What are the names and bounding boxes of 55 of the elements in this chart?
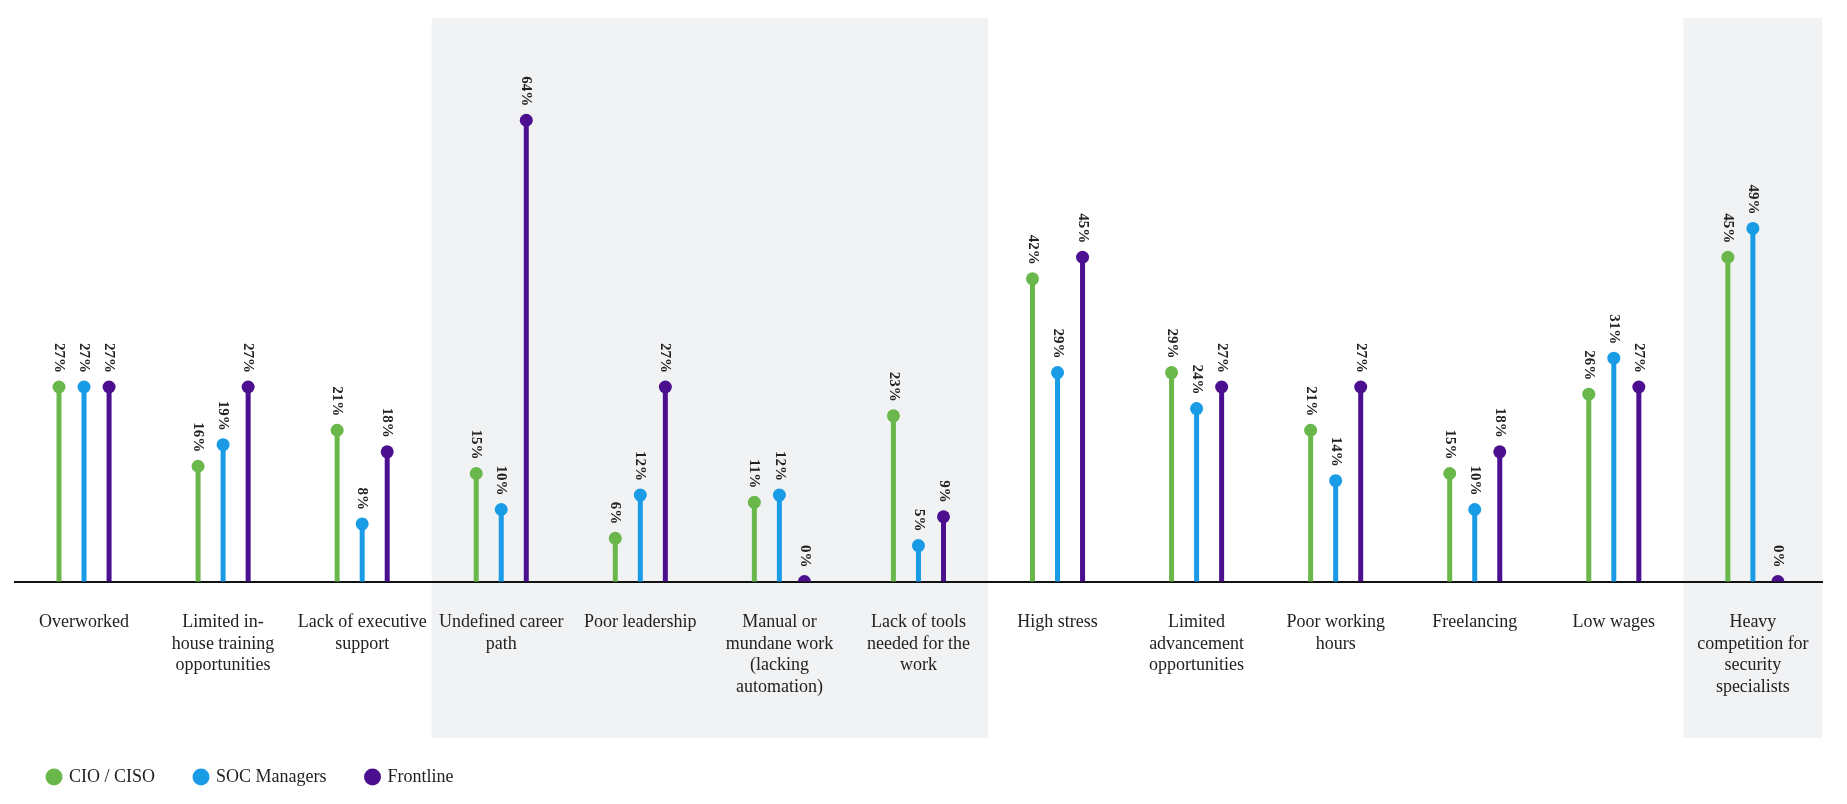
data-label: 23%	[886, 371, 903, 402]
x-tick-label: Lack of executive support	[297, 611, 427, 653]
data-label: 18%	[1492, 407, 1509, 438]
data-label: 9%	[936, 480, 953, 503]
data-label: 21%	[1303, 386, 1320, 417]
data-label: 27%	[1631, 342, 1648, 373]
data-label: 18%	[380, 407, 397, 438]
data-label: 14%	[1328, 436, 1345, 467]
data-label: 45%	[1075, 213, 1092, 244]
x-tick-label: Low wages	[1572, 611, 1656, 632]
data-label: 12%	[772, 451, 789, 482]
data-label: 27%	[658, 342, 675, 373]
data-label: 45%	[1720, 213, 1737, 244]
data-label: 27%	[77, 342, 94, 373]
data-label: 15%	[469, 429, 486, 460]
data-label: 21%	[330, 386, 347, 417]
data-label: 11%	[747, 459, 764, 489]
x-tick-label: Poor working hours	[1286, 611, 1385, 653]
x-tick-label: Limited advancement opportunities	[1149, 611, 1245, 675]
data-label: 15%	[1442, 429, 1459, 460]
legend-label: SOC Managers	[216, 765, 327, 786]
data-label: 16%	[191, 422, 208, 453]
data-label: 42%	[1025, 234, 1042, 265]
data-label: 8%	[355, 487, 372, 510]
data-label: 19%	[216, 400, 233, 431]
x-tick-label: Overworked	[39, 611, 130, 632]
data-label: 24%	[1189, 364, 1206, 395]
data-label: 26%	[1581, 350, 1598, 381]
data-label: 49%	[1746, 184, 1762, 215]
data-label: 27%	[102, 342, 119, 373]
data-label: 27%	[1353, 342, 1370, 373]
x-tick-label: Undefined career path	[439, 611, 564, 653]
data-label: 12%	[633, 451, 650, 482]
data-label: 5%	[911, 509, 928, 532]
legend-label: Frontline	[387, 765, 454, 786]
data-label: 10%	[1467, 465, 1484, 496]
data-label: 10%	[494, 465, 511, 496]
x-tick-label: Manual or mundane work (lacking automation)	[725, 611, 834, 697]
data-label: 27%	[1214, 342, 1231, 373]
x-tick-label: Limited in-house training opportunities	[171, 611, 275, 675]
data-label: 0%	[797, 545, 814, 568]
data-label: 64%	[519, 76, 536, 107]
x-tick-label: Lack of tools needed for the work	[866, 611, 970, 675]
data-label: 27%	[241, 342, 258, 373]
data-label: 27%	[52, 342, 69, 373]
x-tick-label: High stress	[1017, 611, 1098, 632]
x-tick-label: Poor leadership	[584, 611, 697, 632]
data-label: 6%	[608, 501, 625, 525]
x-tick-label: Freelancing	[1432, 611, 1518, 632]
data-label: 29%	[1050, 328, 1067, 359]
data-label: 29%	[1164, 328, 1181, 359]
legend-label: CIO / CISO	[69, 765, 156, 786]
x-tick-label: Heavy competition for security specialists	[1697, 611, 1809, 696]
data-label: 31%	[1606, 314, 1623, 345]
data-label: 0%	[1771, 545, 1788, 568]
